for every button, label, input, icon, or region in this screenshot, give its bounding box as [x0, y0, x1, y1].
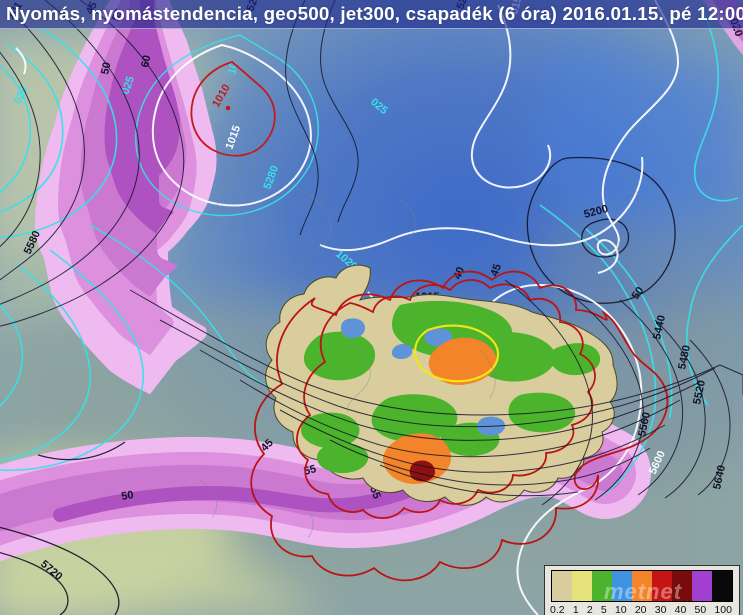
svg-text:50: 50	[120, 489, 134, 503]
